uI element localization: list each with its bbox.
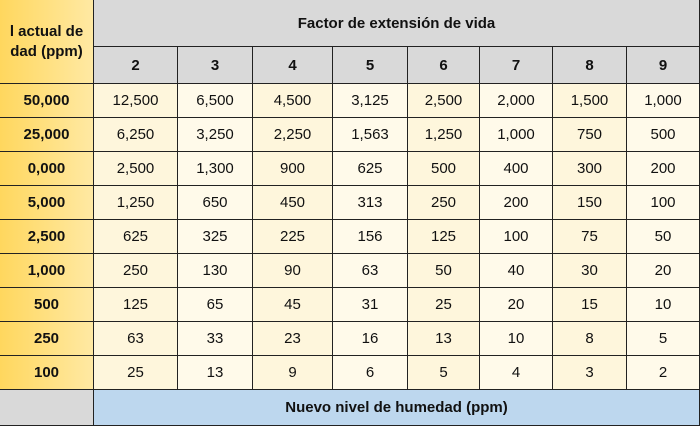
value-cell: 20 — [627, 254, 700, 288]
value-cell: 500 — [627, 118, 700, 152]
row-label: 25,000 — [0, 118, 94, 152]
value-cell: 650 — [178, 186, 253, 220]
value-cell: 6 — [333, 356, 408, 390]
value-cell: 325 — [178, 220, 253, 254]
factor-header: 5 — [333, 47, 408, 84]
value-cell: 450 — [253, 186, 333, 220]
row-label: 500 — [0, 288, 94, 322]
value-cell: 25 — [94, 356, 178, 390]
value-cell: 30 — [553, 254, 627, 288]
value-cell: 250 — [94, 254, 178, 288]
value-cell: 156 — [333, 220, 408, 254]
factor-header: 3 — [178, 47, 253, 84]
row-label: 50,000 — [0, 84, 94, 118]
value-cell: 63 — [333, 254, 408, 288]
value-cell: 100 — [627, 186, 700, 220]
value-cell: 1,300 — [178, 152, 253, 186]
value-cell: 1,563 — [333, 118, 408, 152]
value-cell: 13 — [178, 356, 253, 390]
value-cell: 40 — [480, 254, 553, 288]
footer-blank — [0, 390, 94, 426]
value-cell: 1,250 — [408, 118, 480, 152]
footer-title: Nuevo nivel de humedad (ppm) — [94, 390, 700, 426]
factor-header: 9 — [627, 47, 700, 84]
value-cell: 15 — [553, 288, 627, 322]
factor-header: 2 — [94, 47, 178, 84]
value-cell: 400 — [480, 152, 553, 186]
row-label: 250 — [0, 322, 94, 356]
value-cell: 500 — [408, 152, 480, 186]
value-cell: 10 — [480, 322, 553, 356]
value-cell: 1,250 — [94, 186, 178, 220]
value-cell: 125 — [408, 220, 480, 254]
value-cell: 900 — [253, 152, 333, 186]
value-cell: 250 — [408, 186, 480, 220]
value-cell: 4 — [480, 356, 553, 390]
value-cell: 2,250 — [253, 118, 333, 152]
value-cell: 6,250 — [94, 118, 178, 152]
value-cell: 45 — [253, 288, 333, 322]
value-cell: 8 — [553, 322, 627, 356]
corner-header: l actual de dad (ppm) — [0, 0, 94, 84]
value-cell: 31 — [333, 288, 408, 322]
value-cell: 12,500 — [94, 84, 178, 118]
value-cell: 3,125 — [333, 84, 408, 118]
value-cell: 50 — [408, 254, 480, 288]
value-cell: 63 — [94, 322, 178, 356]
value-cell: 10 — [627, 288, 700, 322]
value-cell: 150 — [553, 186, 627, 220]
factor-header: 7 — [480, 47, 553, 84]
row-label: 0,000 — [0, 152, 94, 186]
value-cell: 3 — [553, 356, 627, 390]
corner-line: dad (ppm) — [10, 42, 83, 60]
value-cell: 9 — [253, 356, 333, 390]
value-cell: 75 — [553, 220, 627, 254]
value-cell: 20 — [480, 288, 553, 322]
value-cell: 13 — [408, 322, 480, 356]
value-cell: 5 — [408, 356, 480, 390]
value-cell: 200 — [480, 186, 553, 220]
value-cell: 2,500 — [408, 84, 480, 118]
value-cell: 2,000 — [480, 84, 553, 118]
value-cell: 100 — [480, 220, 553, 254]
value-cell: 6,500 — [178, 84, 253, 118]
value-cell: 4,500 — [253, 84, 333, 118]
factor-header: 4 — [253, 47, 333, 84]
value-cell: 3,250 — [178, 118, 253, 152]
value-cell: 23 — [253, 322, 333, 356]
value-cell: 5 — [627, 322, 700, 356]
value-cell: 1,000 — [627, 84, 700, 118]
value-cell: 2 — [627, 356, 700, 390]
value-cell: 1,000 — [480, 118, 553, 152]
value-cell: 313 — [333, 186, 408, 220]
row-label: 2,500 — [0, 220, 94, 254]
value-cell: 200 — [627, 152, 700, 186]
value-cell: 625 — [94, 220, 178, 254]
row-label: 5,000 — [0, 186, 94, 220]
value-cell: 300 — [553, 152, 627, 186]
value-cell: 33 — [178, 322, 253, 356]
value-cell: 625 — [333, 152, 408, 186]
value-cell: 750 — [553, 118, 627, 152]
factor-header: 8 — [553, 47, 627, 84]
factor-header: 6 — [408, 47, 480, 84]
header-title: Factor de extensión de vida — [94, 0, 700, 47]
value-cell: 225 — [253, 220, 333, 254]
value-cell: 90 — [253, 254, 333, 288]
value-cell: 2,500 — [94, 152, 178, 186]
value-cell: 130 — [178, 254, 253, 288]
value-cell: 125 — [94, 288, 178, 322]
value-cell: 1,500 — [553, 84, 627, 118]
value-cell: 25 — [408, 288, 480, 322]
row-label: 1,000 — [0, 254, 94, 288]
value-cell: 65 — [178, 288, 253, 322]
value-cell: 16 — [333, 322, 408, 356]
corner-line: l actual de — [9, 22, 84, 40]
value-cell: 50 — [627, 220, 700, 254]
row-label: 100 — [0, 356, 94, 390]
